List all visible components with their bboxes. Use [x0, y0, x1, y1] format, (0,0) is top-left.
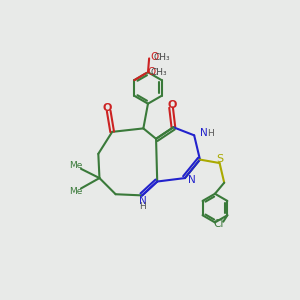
- Text: N: N: [188, 175, 195, 185]
- Text: O: O: [167, 100, 177, 110]
- Text: N: N: [139, 196, 146, 206]
- Text: Cl: Cl: [213, 219, 223, 229]
- Text: N: N: [200, 128, 207, 138]
- Text: H: H: [139, 202, 146, 211]
- Text: CH₃: CH₃: [154, 53, 170, 62]
- Text: H: H: [207, 129, 214, 138]
- Text: Me: Me: [69, 161, 82, 170]
- Text: CH₃: CH₃: [150, 68, 167, 77]
- Text: O: O: [150, 52, 158, 62]
- Text: O: O: [103, 103, 112, 113]
- Text: Me: Me: [69, 187, 82, 196]
- Text: O: O: [147, 67, 155, 77]
- Text: S: S: [216, 154, 224, 164]
